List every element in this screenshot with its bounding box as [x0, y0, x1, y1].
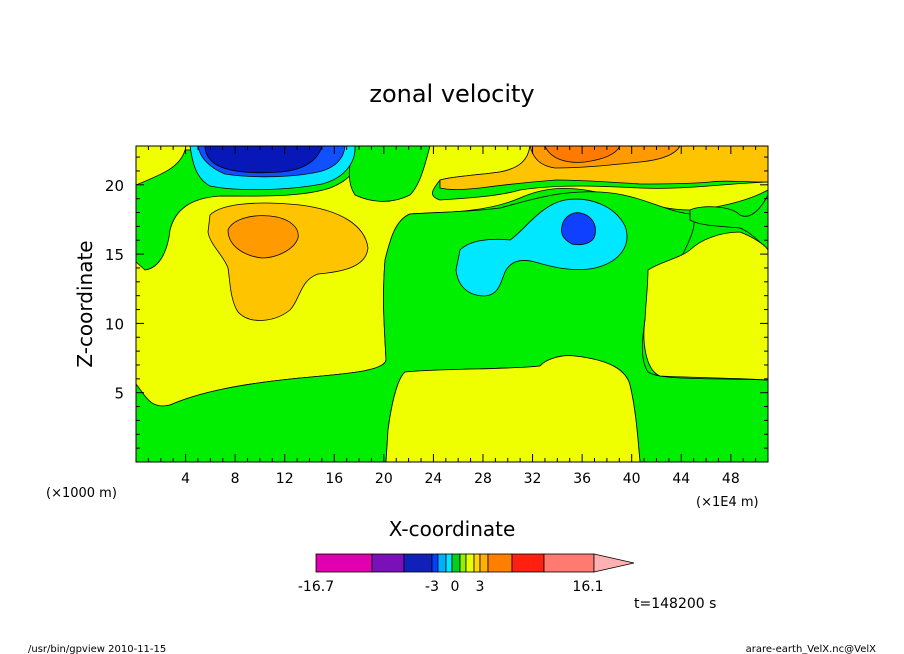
colorbar-segment — [431, 553, 439, 573]
colorbar-segment — [437, 553, 447, 573]
colorbar-segment — [371, 553, 405, 573]
colorbar-segment — [315, 553, 373, 573]
colorbar-segment — [487, 553, 513, 573]
x-tick-label: 32 — [524, 471, 542, 487]
colorbar-segment — [479, 553, 489, 573]
field-negative-strong-top-left — [204, 146, 323, 174]
x-tick-label: 36 — [573, 471, 591, 487]
field-positive-strong-left — [227, 215, 299, 259]
x-tick-label: 8 — [231, 471, 240, 487]
colorbar-segment — [473, 553, 481, 573]
field-positive-weak-bottom — [385, 355, 641, 462]
footer-right: arare-earth_VelX.nc@VelX — [746, 644, 877, 654]
colorbar-label: -16.7 — [298, 579, 334, 595]
x-tick-label: 28 — [474, 471, 492, 487]
x-tick-label: 24 — [424, 471, 442, 487]
colorbar-segment — [465, 553, 475, 573]
x-tick-label: 44 — [672, 471, 690, 487]
x-tick-label: 16 — [325, 471, 343, 487]
x-unit-left: (×1000 m) — [46, 486, 117, 501]
field-positive-strongest-top-right — [544, 146, 621, 163]
field-background-right-bump — [689, 194, 768, 251]
colorbar-labels: -16.7 -3 0 3 16.1 — [298, 579, 604, 595]
x-tick-label: 20 — [375, 471, 393, 487]
colorbar-segment — [511, 553, 545, 573]
x-tick-label: 40 — [623, 471, 641, 487]
colorbar-label: 0 — [451, 579, 460, 595]
colorbar — [315, 553, 635, 573]
colorbar-segment — [543, 553, 595, 573]
x-axis-label: X-coordinate — [389, 517, 516, 541]
colorbar-label: 16.1 — [572, 579, 603, 595]
colorbar-extend-arrow — [593, 553, 635, 573]
footer-left: /usr/bin/gpview 2010-11-15 — [28, 644, 166, 654]
y-tick-label: 10 — [105, 315, 124, 333]
y-tick-label: 5 — [114, 385, 124, 403]
x-tick-label: 4 — [181, 471, 190, 487]
x-unit-right: (×1E4 m) — [696, 495, 759, 510]
colorbar-segment — [459, 553, 467, 573]
colorbar-segment — [403, 553, 433, 573]
y-tick-label: 15 — [105, 246, 124, 264]
y-axis: 5 10 15 20 — [105, 156, 768, 449]
time-label: t=148200 s — [634, 596, 716, 612]
plot-frame — [135, 145, 769, 463]
colorbar-label: 3 — [476, 579, 485, 595]
field-negative-moderate-center-right — [561, 212, 596, 246]
y-axis-label: Z-coordinate — [73, 240, 97, 367]
x-tick-label: 48 — [722, 471, 740, 487]
chart-title: zonal velocity — [369, 80, 534, 108]
x-axis: 4 8 12 16 20 24 28 32 36 40 44 48 — [147, 146, 757, 487]
field-positive-weak-right — [643, 231, 768, 381]
colorbar-segment — [451, 553, 461, 573]
field-background-top-middle — [348, 146, 431, 202]
x-tick-label: 12 — [276, 471, 294, 487]
field-positive-moderate-top-right — [439, 146, 768, 190]
colorbar-label: -3 — [425, 579, 439, 595]
colorbar-segment — [445, 553, 453, 573]
y-tick-label: 20 — [105, 177, 124, 195]
